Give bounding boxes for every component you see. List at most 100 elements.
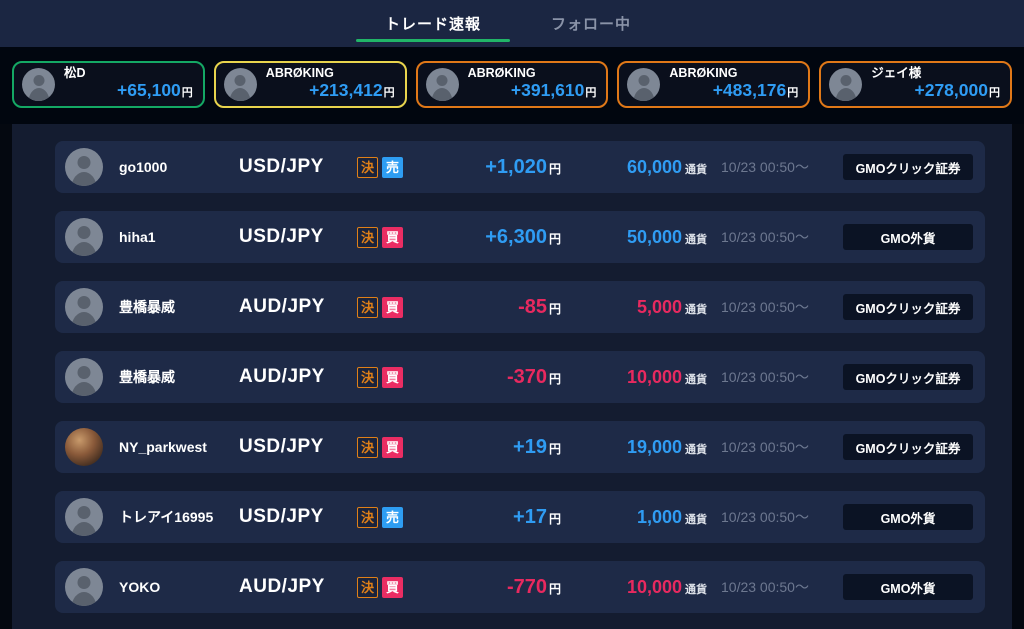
trade-quantity: 5,000 通貨 [561,297,707,318]
side-badge: 売 [382,506,403,528]
broker-button[interactable]: GMO外貨 [843,504,973,530]
trader-card-body: ABRØKING +483,176円 [669,66,798,103]
yen-suffix: 円 [383,87,395,99]
currency-pair: AUD/JPY [239,366,325,387]
yen-suffix: 円 [787,87,799,99]
pnl-amount: +1,020 円 [449,156,561,179]
side-badge: 買 [382,366,403,388]
trader-name: 松D [64,66,86,80]
trade-row[interactable]: 豊橋暴威 AUD/JPY 決 買 -85 円 5,000 通貨 10/23 00:5… [55,281,985,333]
broker-button[interactable]: GMO外貨 [843,224,973,250]
trade-feed-list: go1000 USD/JPY 決 売 +1,020 円 60,000 通貨 10/2… [12,124,1012,629]
close-badge: 決 [357,576,378,598]
close-badge: 決 [357,226,378,248]
top-trader-card[interactable]: ABRØKING +483,176円 [617,61,811,108]
trade-row[interactable]: hiha1 USD/JPY 決 買 +6,300 円 50,000 通貨 10/23… [55,211,985,263]
trader-name: ABRØKING [669,66,738,80]
username: トレアイ16995 [119,509,214,525]
quantity-unit: 通貨 [685,233,707,246]
trade-badges: 決 買 [357,226,449,248]
quantity-unit: 通貨 [685,513,707,526]
trade-badges: 決 買 [357,576,449,598]
trader-amount-value: +278,000 [914,80,988,100]
broker-button[interactable]: GMO外貨 [843,574,973,600]
yen-suffix: 円 [548,511,561,526]
trade-time: 10/23 00:50～ [721,229,809,245]
broker-button[interactable]: GMOクリック証券 [843,294,973,320]
trader-name: ABRØKING [467,66,536,80]
quantity-value: 10,000 [626,576,682,597]
pnl-amount: +17 円 [449,506,561,529]
trade-time: 10/23 00:50～ [721,369,809,385]
pnl-amount: -85 円 [449,296,561,319]
trader-card-body: ABRØKING +391,610円 [468,66,597,103]
yen-suffix: 円 [548,581,561,596]
quantity-value: 50,000 [626,226,682,247]
trade-badges: 決 売 [357,506,449,528]
username: NY_parkwest [119,439,207,455]
trade-time: 10/23 00:50～ [721,579,809,595]
trader-avatar [22,68,55,101]
user-avatar [65,148,103,186]
top-trader-card[interactable]: ABRØKING +213,412円 [213,61,407,108]
quantity-unit: 通貨 [685,583,707,596]
trader-card-body: 松D +65,100円 [64,66,193,103]
tab-following[interactable]: フォロー中 [512,0,670,47]
pnl-value: +17 [513,505,547,528]
trader-amount: +483,176円 [669,81,798,103]
top-trader-card[interactable]: ABRØKING +391,610円 [415,61,609,108]
pnl-value: -370 [506,365,547,388]
currency-pair: USD/JPY [239,226,324,247]
quantity-unit: 通貨 [685,443,707,456]
trade-time: 10/23 00:50～ [721,509,809,525]
trade-time: 10/23 00:50～ [721,299,809,315]
trade-row[interactable]: YOKO AUD/JPY 決 買 -770 円 10,000 通貨 10/23 00… [55,561,985,613]
pnl-value: -85 [518,295,547,318]
trade-time: 10/23 00:50～ [721,159,809,175]
trade-quantity: 19,000 通貨 [561,437,707,458]
trade-row[interactable]: トレアイ16995 USD/JPY 決 売 +17 円 1,000 通貨 10/23… [55,491,985,543]
close-badge: 決 [357,296,378,318]
tab-following-label: フォロー中 [550,16,631,33]
pnl-amount: -770 円 [449,576,561,599]
pnl-value: +1,020 [485,155,547,178]
pnl-value: +6,300 [485,225,547,248]
pnl-amount: +6,300 円 [449,226,561,249]
quantity-unit: 通貨 [685,303,707,316]
quantity-unit: 通貨 [685,163,707,176]
trade-row[interactable]: NY_parkwest USD/JPY 決 買 +19 円 19,000 通貨 10… [55,421,985,473]
side-badge: 買 [382,226,403,248]
trader-card-body: ABRØKING +213,412円 [266,66,395,103]
broker-button[interactable]: GMOクリック証券 [843,154,973,180]
trader-avatar [627,68,661,101]
currency-pair: USD/JPY [239,436,324,457]
top-trader-card[interactable]: ジェイ様 +278,000円 [819,61,1012,108]
username: YOKO [119,579,161,595]
pnl-value: +19 [513,435,547,458]
tab-bar: トレード速報 フォロー中 [0,0,1024,47]
tab-trade-feed[interactable]: トレード速報 [354,0,512,47]
yen-suffix: 円 [548,441,561,456]
currency-pair: USD/JPY [239,506,324,527]
username: 豊橋暴威 [119,369,175,385]
trader-avatar [425,68,459,101]
user-avatar [65,358,103,396]
top-traders-strip: 松D +65,100円 ABRØKING +213,412円 ABRØKING … [0,47,1024,124]
trader-avatar [829,68,863,101]
trade-row[interactable]: 豊橋暴威 AUD/JPY 決 買 -370 円 10,000 通貨 10/23 00… [55,351,985,403]
side-badge: 買 [382,436,403,458]
trader-amount-value: +65,100 [117,80,181,100]
broker-button[interactable]: GMOクリック証券 [843,434,973,460]
close-badge: 決 [357,506,378,528]
close-badge: 決 [357,436,378,458]
user-avatar [65,428,103,466]
trade-quantity: 50,000 通貨 [561,227,707,248]
user-avatar [65,568,103,606]
quantity-value: 1,000 [636,506,682,527]
top-trader-card[interactable]: 松D +65,100円 [12,61,205,108]
username: 豊橋暴威 [119,299,175,315]
close-badge: 決 [357,366,378,388]
broker-button[interactable]: GMOクリック証券 [843,364,973,390]
trade-row[interactable]: go1000 USD/JPY 決 売 +1,020 円 60,000 通貨 10/2… [55,141,985,193]
user-avatar [65,498,103,536]
